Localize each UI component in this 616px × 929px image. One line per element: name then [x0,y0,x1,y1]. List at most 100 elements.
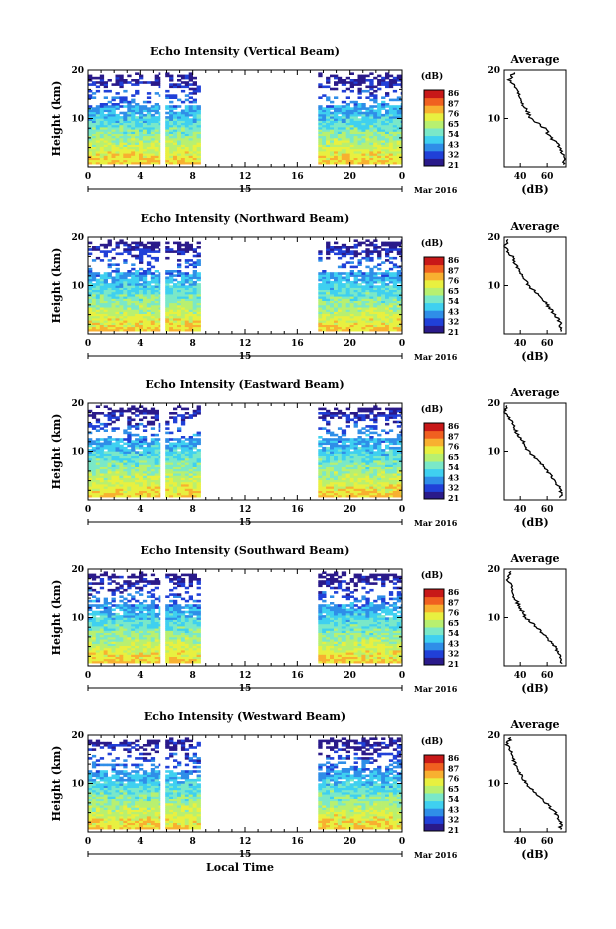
heatmap-cell [318,85,323,89]
heatmap-cell [123,272,128,275]
heatmap-cell [154,79,159,82]
heatmap-cell [192,155,197,158]
heatmap-cell [99,161,105,165]
heatmap-cell [396,79,402,82]
heatmap-cell [188,87,193,91]
heatmap-cell [99,76,105,80]
heatmap-cell [95,307,101,310]
heatmap-cell [388,74,394,78]
heatmap-cell [99,259,105,262]
heatmap-cell [165,241,170,245]
heatmap-cell [107,307,112,310]
heatmap-cell [361,103,366,106]
heatmap-cell [142,416,148,419]
heatmap-cell [345,159,350,163]
heatmap-cell [142,142,148,145]
heatmap-cell [146,129,152,132]
heatmap-cell [357,113,362,117]
heatmap-cell [115,427,120,430]
heatmap-cell [196,116,201,119]
heatmap-cell [334,122,339,126]
heatmap-cell [341,116,347,119]
heatmap-cell [361,272,366,275]
heatmap-cell [158,248,161,251]
heatmap-cell [95,320,101,323]
heatmap-cell [345,148,350,152]
heatmap-cell [369,436,374,439]
colorbar-label: 76 [448,109,460,119]
heatmap-cell [388,157,394,161]
heatmap-cell [180,131,186,134]
heatmap-cell [88,287,93,290]
heatmap-cell [154,83,159,86]
heatmap-cell [385,146,390,150]
heatmap-cell [123,157,128,161]
heatmap-cell [139,137,144,141]
heatmap-cell [365,146,370,150]
heatmap-cell [131,155,136,158]
heatmap-cell [111,307,116,310]
heatmap-cell [184,111,190,115]
heatmap-cell [158,122,161,126]
heatmap-cell [91,287,97,290]
heatmap-cell [150,142,156,145]
heatmap-cell [103,320,108,323]
heatmap-cell [99,144,105,147]
heatmap-cell [127,137,132,141]
colorbar-label: 54 [448,129,460,139]
heatmap-cell [135,142,140,145]
heatmap-cell [146,159,152,163]
heatmap-cell [392,407,398,411]
heatmap-cell [180,118,186,121]
heatmap-cell [95,248,101,251]
heatmap-cell [139,272,144,275]
heatmap-cell [196,137,201,141]
heatmap-cell [353,100,358,104]
heatmap-cell [396,137,402,141]
heatmap-cell [177,105,182,108]
heatmap-cell [392,142,398,145]
heatmap-cell [381,151,386,154]
heatmap-cell [99,278,105,282]
heatmap-cell [365,137,370,141]
heatmap-cell [341,111,347,115]
heatmap-cell [146,131,152,134]
heatmap-cell [99,318,105,321]
heatmap-cell [135,414,140,417]
heatmap-cell [180,243,186,247]
heatmap-cell [385,241,390,245]
heatmap-cell [154,131,159,134]
heatmap-cell [91,142,97,145]
heatmap-cell [349,135,354,139]
heatmap-cell [95,285,101,288]
heatmap-cell [107,142,112,145]
heatmap-cell [127,161,132,165]
heatmap-cell [131,105,136,108]
heatmap-cell [326,98,331,102]
heatmap-cell [192,83,197,86]
heatmap-cell [392,153,398,156]
heatmap-cell [381,153,386,156]
heatmap-cell [334,412,339,415]
heatmap-cell [330,155,335,158]
heatmap-cell [107,127,112,130]
heatmap-cell [150,133,156,137]
heatmap-cell [326,140,331,143]
heatmap-cell [377,131,382,134]
heatmap-cell [381,241,386,245]
heatmap-cell [88,278,93,282]
heatmap-cell [146,409,152,413]
heatmap-cell [131,153,136,156]
heatmap-cell [349,107,354,110]
heatmap-cell [146,109,152,113]
heatmap-cell [127,270,132,273]
heatmap-cell [123,142,128,145]
heatmap-cell [173,270,178,273]
heatmap-cell [169,118,174,121]
heatmap-cell [103,137,108,141]
heatmap-cell [330,107,335,110]
heatmap-cell [177,111,182,115]
heatmap-cell [385,159,390,163]
heatmap-cell [373,159,378,163]
